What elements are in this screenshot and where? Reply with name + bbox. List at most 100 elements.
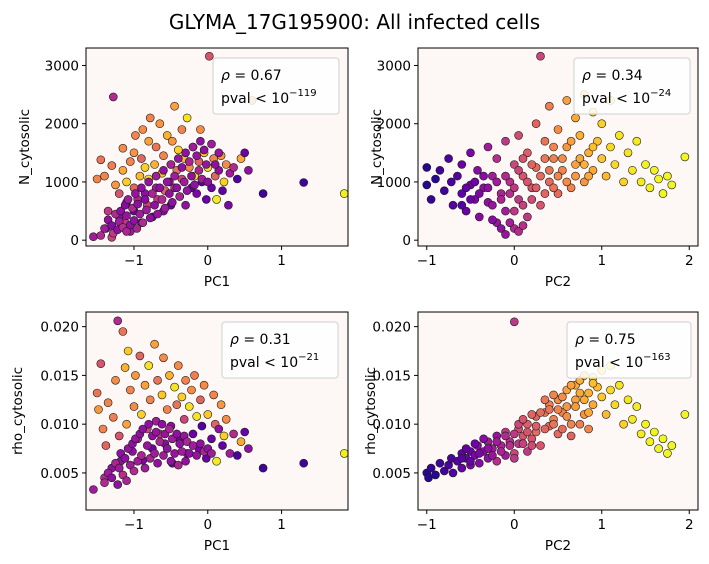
scatter-point bbox=[144, 177, 153, 187]
scatter-point bbox=[120, 453, 130, 463]
scatter-point bbox=[214, 148, 224, 158]
scatter-point bbox=[240, 148, 249, 158]
x-axis-label: PC2 bbox=[545, 538, 571, 554]
scatter-point bbox=[549, 142, 558, 152]
scatter-point bbox=[509, 206, 519, 216]
scatter-point bbox=[151, 142, 161, 152]
scatter-point bbox=[197, 421, 207, 431]
scatter-point bbox=[654, 174, 663, 184]
scatter-point bbox=[181, 456, 190, 466]
scatter-point bbox=[658, 434, 668, 444]
scatter-point bbox=[94, 405, 103, 414]
scatter-point bbox=[579, 177, 589, 187]
rho-symbol: ρ bbox=[230, 332, 239, 348]
scatter-point bbox=[140, 463, 150, 473]
scatter-point bbox=[185, 157, 194, 166]
scatter-point bbox=[207, 449, 216, 458]
scatter-point bbox=[100, 478, 109, 488]
scatter-point bbox=[544, 101, 554, 111]
scatter-point bbox=[118, 327, 128, 336]
scatter-point bbox=[168, 136, 177, 146]
scatter-point bbox=[122, 476, 131, 486]
x-tick-label: −1 bbox=[417, 253, 437, 269]
scatter-point bbox=[100, 171, 109, 181]
scatter-point bbox=[165, 424, 174, 434]
scatter-point bbox=[501, 230, 510, 239]
scatter-point bbox=[584, 424, 593, 434]
scatter-point bbox=[137, 410, 146, 419]
scatter-point bbox=[518, 414, 528, 424]
scatter-point bbox=[170, 382, 179, 392]
x-tick-label: 0 bbox=[203, 517, 212, 533]
scatter-point bbox=[518, 171, 528, 181]
scatter-point bbox=[426, 463, 436, 473]
scatter-point bbox=[540, 154, 550, 163]
scatter-point bbox=[575, 131, 585, 140]
scatter-point bbox=[151, 427, 161, 437]
scatter-point bbox=[509, 317, 519, 327]
scatter-point bbox=[514, 166, 523, 175]
scatter-point bbox=[553, 171, 563, 181]
scatter-point bbox=[140, 380, 150, 390]
scatter-point bbox=[181, 148, 190, 158]
scatter-point bbox=[114, 189, 124, 198]
scatter-point bbox=[155, 437, 165, 447]
x-tick-label: −1 bbox=[417, 517, 437, 533]
scatter-point bbox=[597, 154, 607, 163]
scatter-point bbox=[133, 199, 142, 209]
scatter-point bbox=[641, 419, 650, 429]
scatter-point bbox=[218, 441, 227, 450]
scatter-point bbox=[137, 183, 146, 193]
scatter-point bbox=[514, 131, 523, 140]
scatter-point bbox=[527, 160, 537, 169]
pval-label: pval bbox=[230, 355, 260, 371]
scatter-point bbox=[177, 125, 187, 134]
scatter-point bbox=[170, 101, 179, 111]
scatter-point bbox=[562, 412, 572, 421]
y-tick-label: 0.020 bbox=[40, 320, 79, 336]
scatter-point bbox=[196, 125, 205, 134]
scatter-point bbox=[175, 439, 184, 449]
x-tick-label: 0 bbox=[203, 253, 212, 269]
scatter-point bbox=[457, 453, 467, 463]
y-tick-label: 0.005 bbox=[40, 466, 79, 482]
y-axis-label: N_cytosolic bbox=[369, 109, 385, 185]
scatter-point bbox=[492, 154, 502, 163]
scatter-point bbox=[509, 453, 519, 463]
scatter-point bbox=[172, 400, 182, 410]
scatter-point bbox=[165, 371, 174, 380]
scatter-point bbox=[224, 200, 233, 210]
scatter-point bbox=[122, 419, 131, 429]
scatter-point bbox=[157, 419, 167, 429]
scatter-point bbox=[138, 424, 148, 434]
scatter-point bbox=[571, 402, 580, 411]
y-tick-label: 0.020 bbox=[372, 320, 411, 336]
scatter-point bbox=[143, 441, 152, 450]
scatter-point bbox=[518, 439, 528, 449]
scatter-point bbox=[339, 189, 349, 198]
legend-rho: ρ = 0.67 bbox=[221, 68, 282, 84]
scatter-point bbox=[483, 142, 493, 152]
scatter-point bbox=[623, 148, 633, 158]
scatter-point bbox=[138, 218, 148, 227]
scatter-point bbox=[536, 200, 545, 210]
scatter-point bbox=[558, 166, 567, 175]
scatter-point bbox=[523, 177, 532, 187]
scatter-point bbox=[593, 136, 602, 146]
scatter-point bbox=[131, 189, 140, 198]
scatter-point bbox=[212, 195, 221, 204]
legend-pval: pval < 10−24 bbox=[582, 88, 671, 107]
scatter-point bbox=[636, 429, 646, 439]
scatter-point bbox=[649, 166, 659, 175]
scatter-point bbox=[175, 192, 184, 201]
scatter-point bbox=[107, 161, 117, 170]
scatter-point bbox=[151, 171, 161, 181]
scatter-point bbox=[233, 174, 242, 184]
scatter-point bbox=[479, 171, 488, 181]
scatter-point bbox=[185, 402, 194, 411]
scatter-point bbox=[523, 148, 532, 158]
scatter-point bbox=[236, 437, 246, 447]
scatter-point bbox=[135, 209, 145, 219]
rho-symbol: ρ bbox=[575, 332, 584, 348]
scatter-point bbox=[431, 174, 440, 184]
